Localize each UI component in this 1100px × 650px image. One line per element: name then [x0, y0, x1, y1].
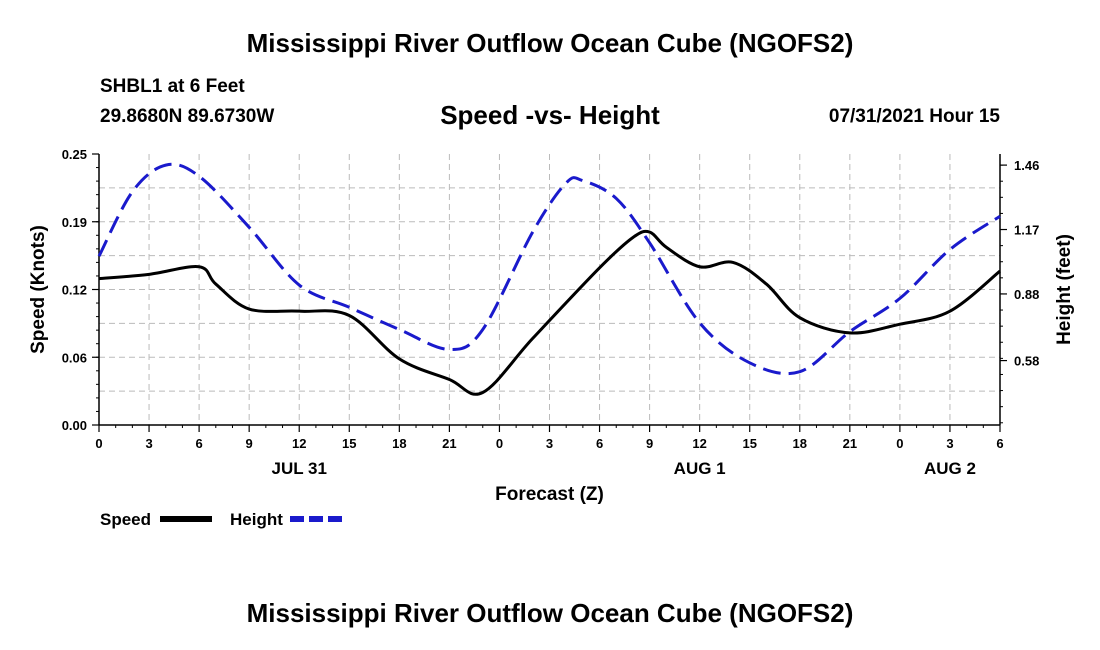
station-label: SHBL1 at 6 Feet: [100, 76, 245, 97]
y2-axis-label: Height (feet): [1054, 234, 1075, 345]
legend-label-speed: Speed: [100, 510, 151, 529]
figure-title-top: Mississippi River Outflow Ocean Cube (NG…: [246, 28, 854, 58]
figure-title-bottom: Mississippi River Outflow Ocean Cube (NG…: [246, 598, 854, 628]
y2-tick-label: 1.17: [1014, 223, 1039, 238]
x-tick-label: 12: [692, 436, 706, 451]
x-tick-label: 0: [496, 436, 503, 451]
legend-label-height: Height: [230, 510, 283, 529]
x-tick-label: 3: [145, 436, 152, 451]
x-tick-label: 6: [596, 436, 603, 451]
x-tick-label: 21: [843, 436, 857, 451]
x-tick-label: 12: [292, 436, 306, 451]
y-tick-label: 0.00: [62, 418, 87, 433]
date-label: AUG 1: [674, 459, 726, 478]
x-tick-label: 3: [546, 436, 553, 451]
height-series-line: [97, 162, 1001, 376]
x-tick-label: 18: [392, 436, 406, 451]
x-tick-label: 0: [95, 436, 102, 451]
y2-tick-label: 1.46: [1014, 158, 1039, 173]
station-coordinates: 29.8680N 89.6730W: [100, 106, 275, 127]
x-tick-label: 18: [793, 436, 807, 451]
x-tick-label: 9: [646, 436, 653, 451]
chart-title: Speed -vs- Height: [440, 100, 660, 130]
y-tick-label: 0.12: [62, 283, 87, 298]
y2-tick-label: 0.88: [1014, 287, 1039, 302]
x-tick-label: 9: [246, 436, 253, 451]
x-tick-label: 15: [742, 436, 756, 451]
y-tick-label: 0.25: [62, 147, 87, 162]
y-tick-label: 0.06: [62, 350, 87, 365]
y-axis-label: Speed (Knots): [28, 225, 49, 354]
x-tick-label: 21: [442, 436, 456, 451]
x-tick-label: 6: [996, 436, 1003, 451]
forecast-datetime: 07/31/2021 Hour 15: [828, 106, 1000, 127]
x-tick-label: 3: [946, 436, 953, 451]
y-tick-label: 0.19: [62, 215, 87, 230]
date-label: JUL 31: [271, 459, 326, 478]
y2-tick-label: 0.58: [1014, 354, 1039, 369]
x-tick-label: 6: [195, 436, 202, 451]
speed-series-line: [98, 229, 1001, 396]
x-tick-label: 0: [896, 436, 903, 451]
x-axis-label: Forecast (Z): [495, 484, 604, 505]
date-label: AUG 2: [924, 459, 976, 478]
x-tick-label: 15: [342, 436, 356, 451]
